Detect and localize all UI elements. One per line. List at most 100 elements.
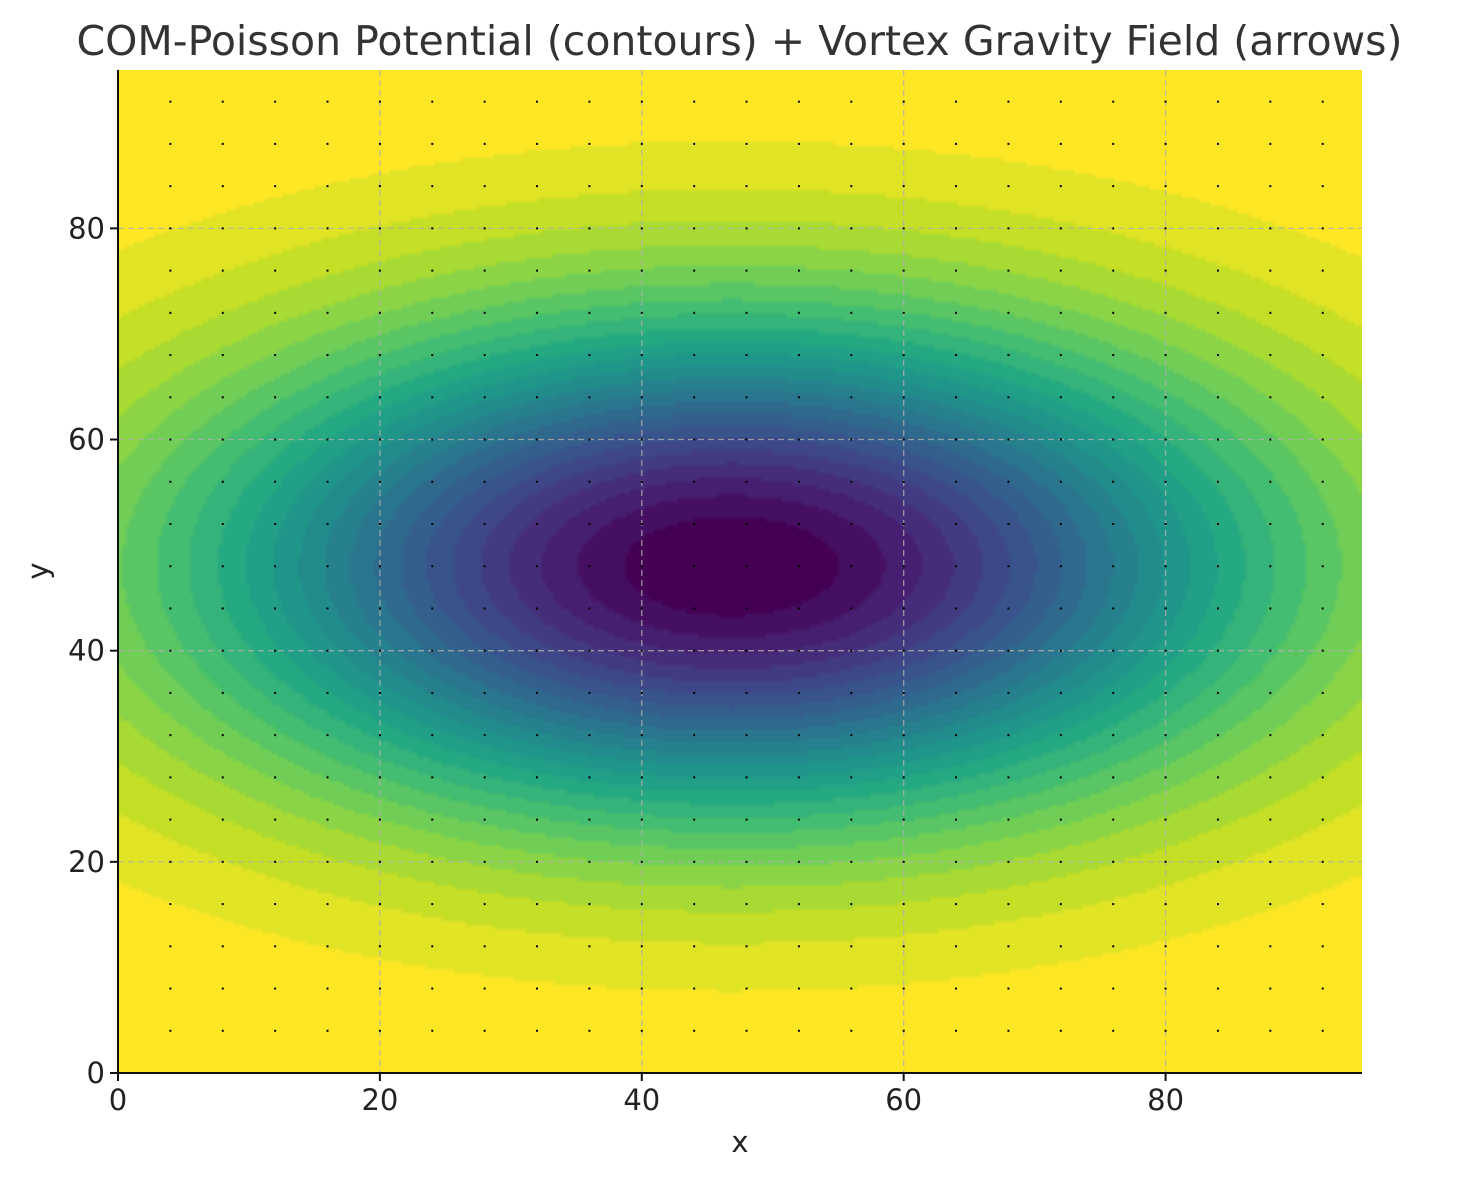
vortex-arrow bbox=[483, 818, 486, 821]
vortex-arrow bbox=[1164, 649, 1167, 652]
vortex-arrow bbox=[902, 987, 905, 990]
vortex-arrow bbox=[850, 522, 853, 525]
vortex-arrow bbox=[902, 480, 905, 483]
vortex-arrow bbox=[640, 649, 643, 652]
vortex-arrow bbox=[326, 860, 329, 863]
vortex-arrow bbox=[640, 142, 643, 145]
vortex-arrow bbox=[1216, 987, 1219, 990]
vortex-arrow bbox=[169, 987, 172, 990]
vortex-arrow bbox=[588, 1029, 591, 1032]
vortex-arrow bbox=[1112, 185, 1115, 188]
vortex-arrow bbox=[588, 396, 591, 399]
vortex-arrow bbox=[745, 227, 748, 230]
vortex-arrow bbox=[1164, 100, 1167, 103]
vortex-arrow bbox=[483, 945, 486, 948]
vortex-arrow bbox=[693, 396, 696, 399]
vortex-arrow bbox=[850, 354, 853, 357]
vortex-arrow bbox=[1321, 311, 1324, 314]
vortex-arrow bbox=[169, 818, 172, 821]
vortex-arrow bbox=[902, 438, 905, 441]
vortex-arrow bbox=[1007, 691, 1010, 694]
vortex-arrow bbox=[850, 776, 853, 779]
vortex-arrow bbox=[955, 565, 958, 568]
vortex-arrow bbox=[1216, 945, 1219, 948]
vortex-arrow bbox=[169, 438, 172, 441]
vortex-arrow bbox=[745, 734, 748, 737]
vortex-arrow bbox=[169, 100, 172, 103]
vortex-arrow bbox=[483, 100, 486, 103]
vortex-arrow bbox=[1112, 565, 1115, 568]
vortex-arrow bbox=[1321, 142, 1324, 145]
vortex-arrow bbox=[693, 945, 696, 948]
vortex-arrow bbox=[1216, 396, 1219, 399]
vortex-arrow bbox=[1059, 438, 1062, 441]
vortex-arrow bbox=[955, 142, 958, 145]
vortex-arrow bbox=[221, 818, 224, 821]
vortex-arrow bbox=[640, 565, 643, 568]
vortex-arrow bbox=[1007, 1029, 1010, 1032]
vortex-arrow bbox=[274, 945, 277, 948]
vortex-arrow bbox=[1321, 649, 1324, 652]
y-tick-label: 20 bbox=[68, 845, 105, 879]
vortex-arrow bbox=[1269, 185, 1272, 188]
vortex-arrow bbox=[1112, 269, 1115, 272]
vortex-arrow bbox=[1112, 396, 1115, 399]
vortex-arrow bbox=[640, 776, 643, 779]
vortex-arrow bbox=[588, 776, 591, 779]
vortex-arrow bbox=[797, 607, 800, 610]
vortex-arrow bbox=[1007, 311, 1010, 314]
vortex-arrow bbox=[378, 142, 381, 145]
vortex-arrow bbox=[693, 691, 696, 694]
vortex-arrow bbox=[1269, 903, 1272, 906]
x-axis-label: x bbox=[731, 1125, 748, 1159]
vortex-arrow bbox=[221, 860, 224, 863]
vortex-arrow bbox=[274, 269, 277, 272]
vortex-arrow bbox=[745, 945, 748, 948]
vortex-arrow bbox=[536, 480, 539, 483]
vortex-arrow bbox=[274, 480, 277, 483]
vortex-arrow bbox=[1321, 522, 1324, 525]
vortex-arrow bbox=[1112, 649, 1115, 652]
y-tick-label: 80 bbox=[68, 211, 105, 245]
vortex-arrow bbox=[1321, 269, 1324, 272]
vortex-arrow bbox=[745, 142, 748, 145]
vortex-arrow bbox=[221, 1029, 224, 1032]
vortex-arrow bbox=[169, 649, 172, 652]
vortex-arrow bbox=[1112, 734, 1115, 737]
vortex-arrow bbox=[797, 818, 800, 821]
vortex-arrow bbox=[745, 903, 748, 906]
vortex-arrow bbox=[274, 227, 277, 230]
y-tick-label: 60 bbox=[68, 423, 105, 457]
vortex-arrow bbox=[797, 776, 800, 779]
vortex-arrow bbox=[850, 734, 853, 737]
vortex-arrow bbox=[745, 818, 748, 821]
vortex-arrow bbox=[693, 565, 696, 568]
vortex-arrow bbox=[588, 649, 591, 652]
vortex-arrow bbox=[1164, 860, 1167, 863]
vortex-arrow bbox=[850, 396, 853, 399]
vortex-arrow bbox=[431, 691, 434, 694]
vortex-arrow bbox=[1269, 227, 1272, 230]
vortex-arrow bbox=[588, 438, 591, 441]
vortex-arrow bbox=[1112, 311, 1115, 314]
x-tick-label: 20 bbox=[361, 1083, 398, 1117]
vortex-arrow bbox=[797, 100, 800, 103]
vortex-arrow bbox=[1112, 227, 1115, 230]
vortex-arrow bbox=[745, 269, 748, 272]
vortex-arrow bbox=[1269, 565, 1272, 568]
vortex-arrow bbox=[1112, 607, 1115, 610]
vortex-arrow bbox=[221, 185, 224, 188]
vortex-arrow bbox=[1321, 480, 1324, 483]
vortex-arrow bbox=[536, 607, 539, 610]
vortex-arrow bbox=[1112, 142, 1115, 145]
vortex-arrow bbox=[1112, 438, 1115, 441]
vortex-arrow bbox=[955, 1029, 958, 1032]
x-tick-label: 80 bbox=[1147, 1083, 1184, 1117]
vortex-arrow bbox=[640, 1029, 643, 1032]
vortex-arrow bbox=[378, 185, 381, 188]
vortex-arrow bbox=[797, 945, 800, 948]
vortex-arrow bbox=[640, 396, 643, 399]
vortex-arrow bbox=[1059, 480, 1062, 483]
vortex-arrow bbox=[745, 185, 748, 188]
vortex-arrow bbox=[274, 818, 277, 821]
